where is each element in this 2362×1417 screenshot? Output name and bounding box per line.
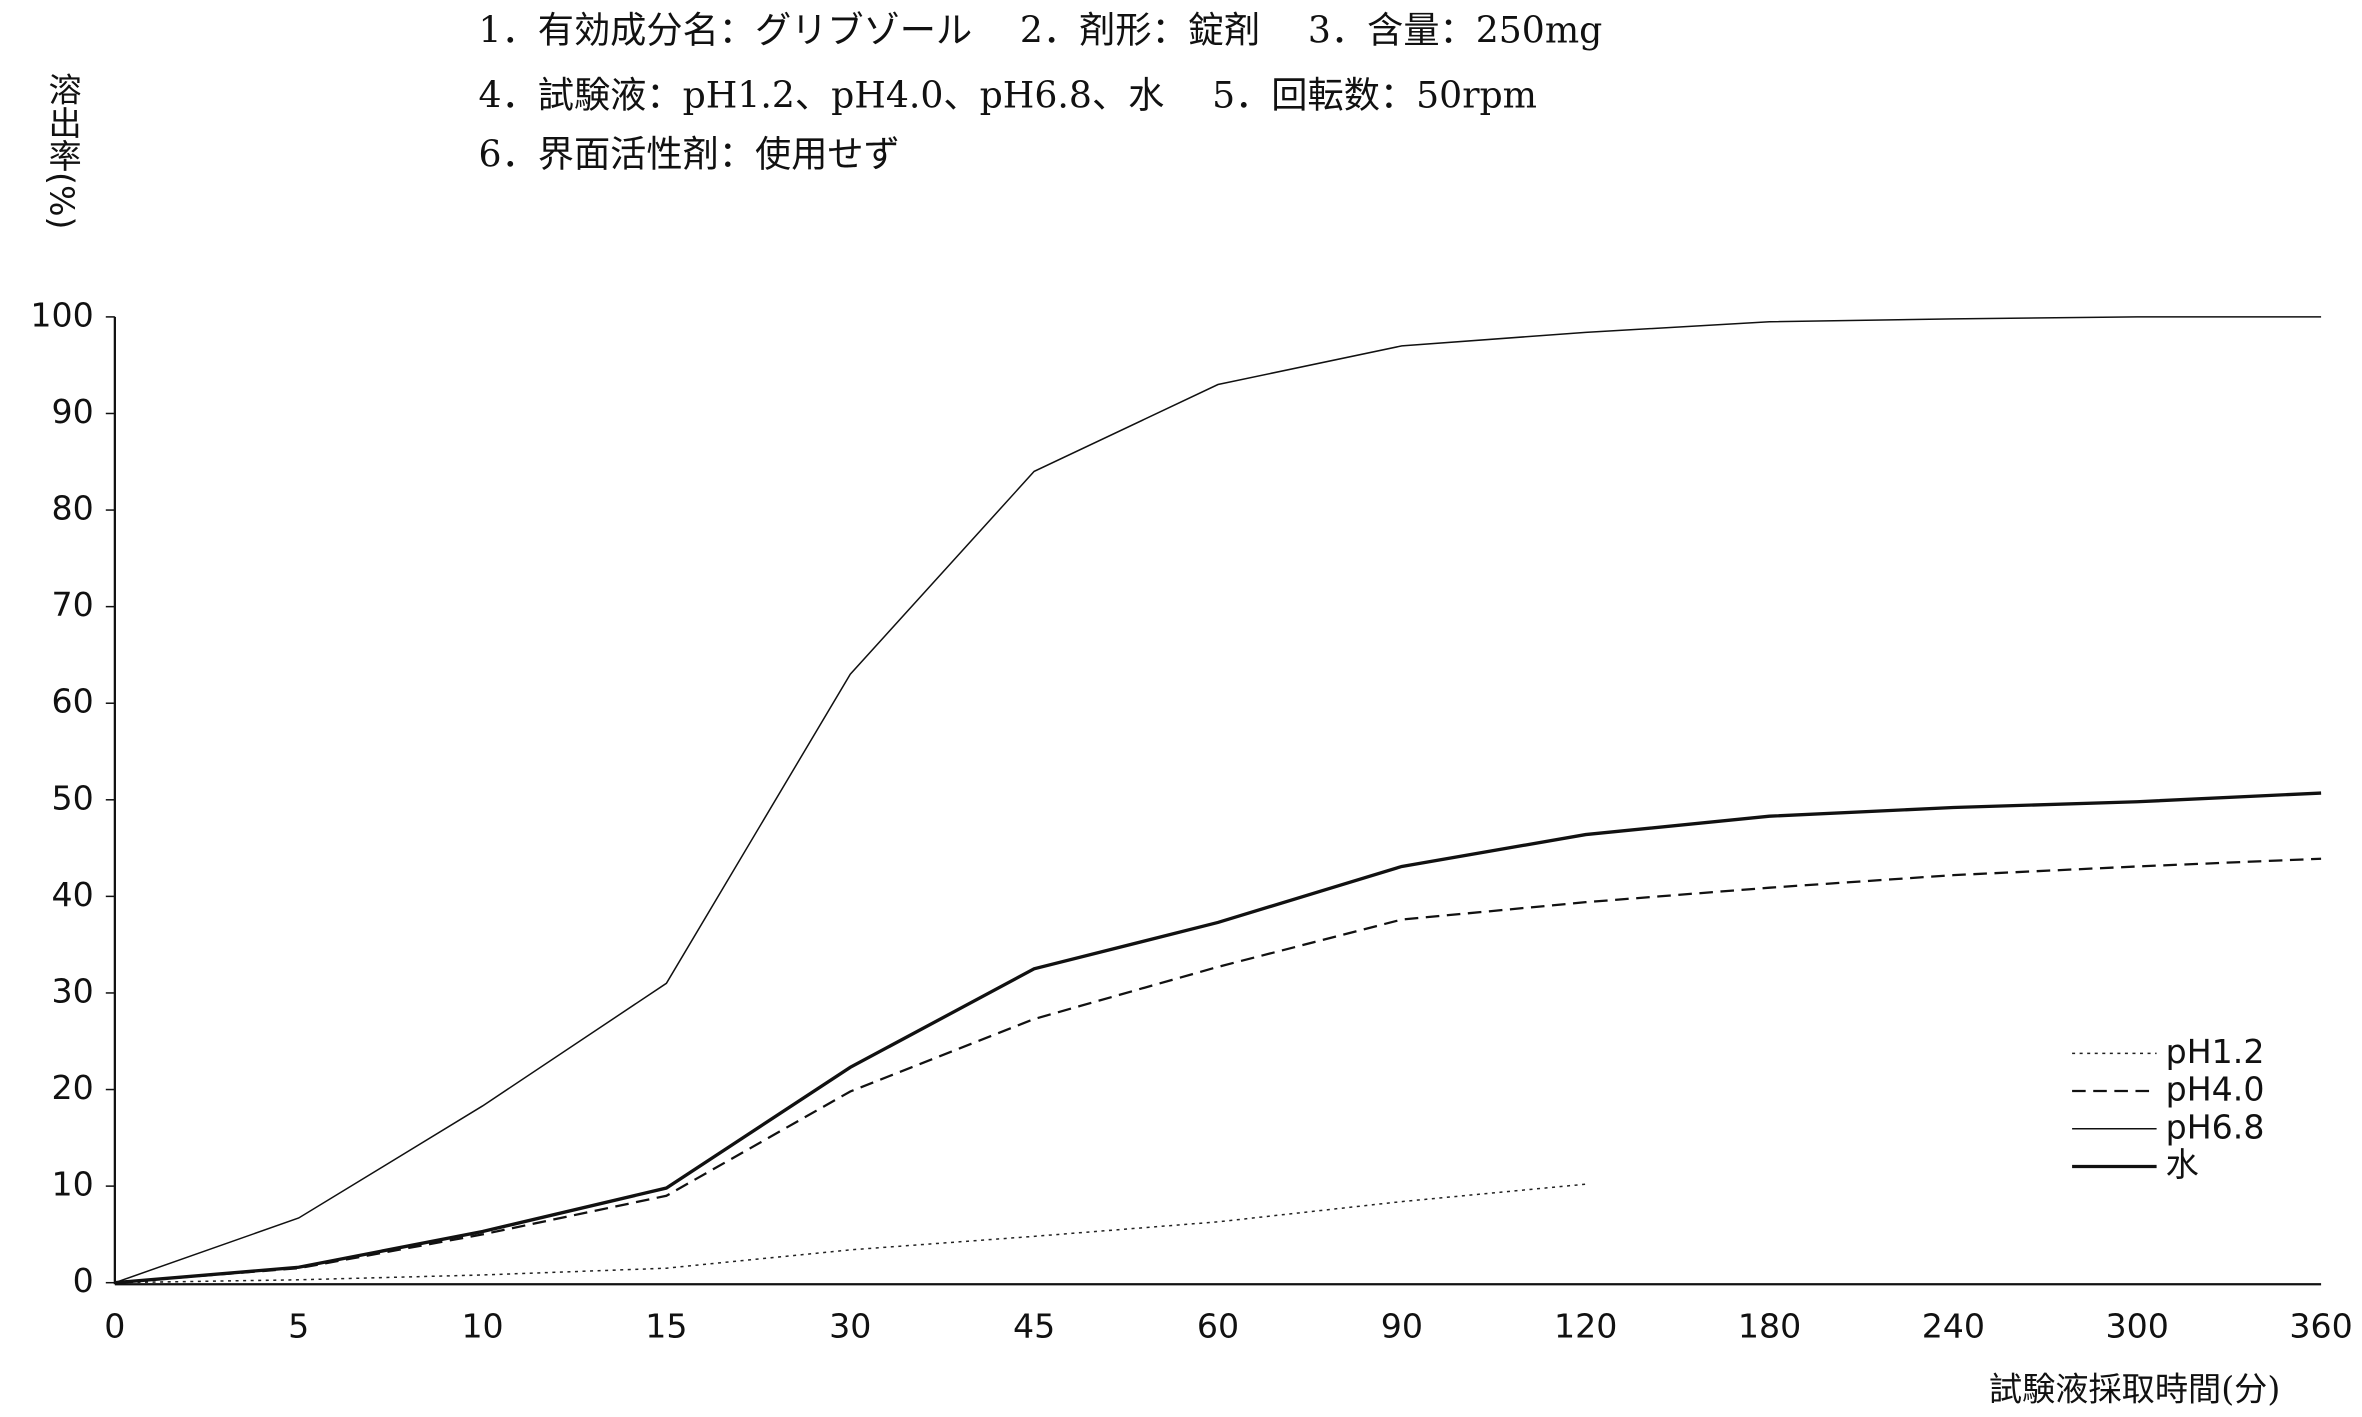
y-tick-label: 60 [51, 682, 93, 721]
series-line [114, 857, 2322, 1284]
x-tick-label: 15 [645, 1306, 687, 1345]
y-tick-label: 20 [51, 1068, 93, 1107]
x-tick-label: 0 [104, 1306, 125, 1345]
x-axis-label: 試験液採取時間(分) [1989, 1369, 2280, 1408]
y-tick-label: 90 [51, 392, 93, 431]
x-tick-label: 120 [1554, 1306, 1617, 1345]
legend-label: pH4.0 [2166, 1070, 2265, 1109]
y-tick-label: 10 [51, 1165, 93, 1204]
x-tick-label: 45 [1013, 1306, 1055, 1345]
y-tick-label: 30 [51, 971, 93, 1010]
legend-label: 水 [2166, 1145, 2199, 1184]
note: 4．試験液：pH1.2、pH4.0、pH6.8、水 5．回転数：50rpm [479, 74, 1537, 117]
legend-label: pH1.2 [2166, 1032, 2265, 1071]
series-line [114, 1183, 1586, 1284]
y-tick-label: 50 [51, 778, 93, 817]
x-tick-label: 60 [1197, 1306, 1239, 1345]
note: 6．界面活性剤：使用せず [479, 132, 900, 175]
y-axis-label: 溶出率(%) [43, 72, 82, 229]
x-tick-label: 180 [1738, 1306, 1801, 1345]
y-tick-label: 80 [51, 489, 93, 528]
x-tick-label: 10 [461, 1306, 503, 1345]
x-tick-label: 90 [1381, 1306, 1423, 1345]
x-tick-label: 360 [2289, 1306, 2352, 1345]
y-tick-label: 0 [73, 1261, 94, 1300]
y-tick-label: 40 [51, 875, 93, 914]
series-line [114, 316, 2322, 1284]
x-tick-label: 5 [288, 1306, 309, 1345]
legend-label: pH6.8 [2166, 1107, 2265, 1146]
y-tick-label: 100 [30, 295, 93, 334]
x-tick-label: 300 [2106, 1306, 2169, 1345]
note: 1．有効成分名：グリブゾール 2．剤形：錠剤 3．含量：250mg [479, 9, 1603, 52]
x-tick-label: 240 [1922, 1306, 1985, 1345]
y-tick-label: 70 [51, 585, 93, 624]
series-line [114, 791, 2322, 1285]
x-tick-label: 30 [829, 1306, 871, 1345]
